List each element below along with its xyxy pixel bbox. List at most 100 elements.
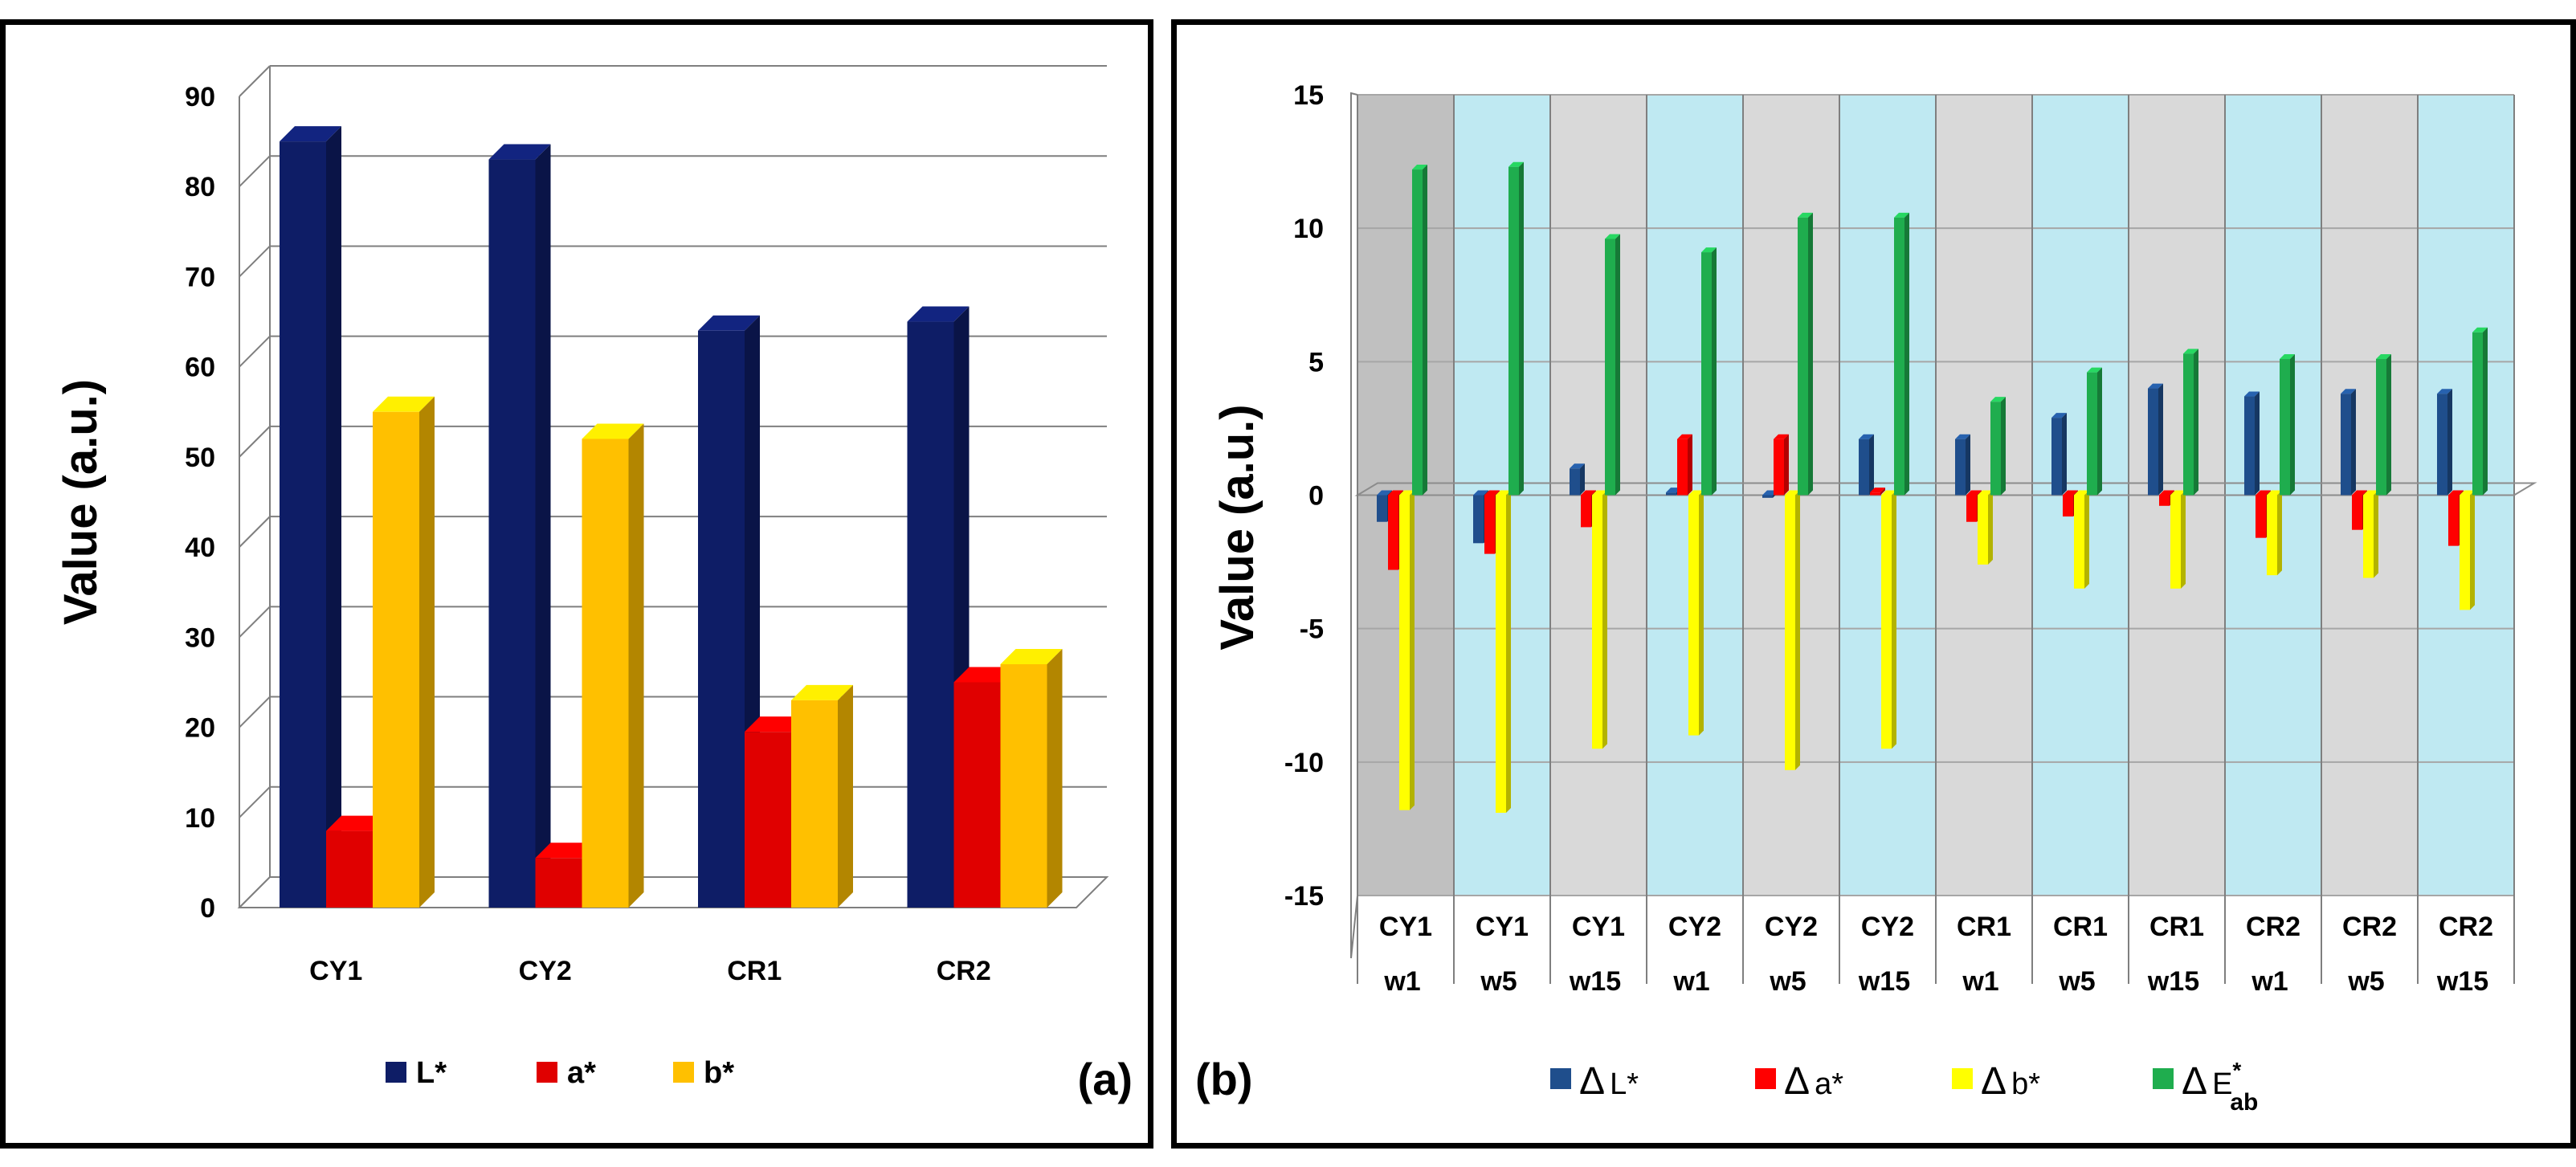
- bar-b-8-2-top: [2170, 490, 2186, 496]
- bar-b-1-1-top: [1484, 490, 1500, 496]
- bar-b-0-1-front: [1388, 495, 1398, 570]
- bar-b-11-2-side: [2470, 490, 2475, 610]
- bar-a-CY2-a*-front: [535, 858, 582, 908]
- bar-b-5-1-front: [1870, 492, 1880, 496]
- bar-b-7-2-top: [2074, 490, 2089, 496]
- bar-b-7-0-front: [2051, 418, 2062, 496]
- bar-b-4-2-side: [1795, 490, 1800, 770]
- bar-b-4-3-front: [1798, 217, 1808, 496]
- legend-swatch-a-b*: [673, 1062, 694, 1083]
- x-tick-top-b-3: CY2: [1668, 912, 1721, 942]
- x-tick-top-b-5: CY2: [1861, 912, 1914, 942]
- legend-swatch-a-a*: [537, 1062, 557, 1083]
- x-tick-bottom-b-5: w15: [1858, 966, 1910, 997]
- bar-b-5-2-top: [1881, 490, 1896, 496]
- bar-b-9-2-front: [2267, 495, 2277, 576]
- bar-b-7-0-top: [2051, 413, 2067, 418]
- legend-text-b-2: b*: [2011, 1067, 2040, 1101]
- legend-label-a-b*: b*: [704, 1056, 734, 1090]
- x-tick-top-b-9: CR2: [2246, 912, 2300, 942]
- bar-b-6-3-front: [1990, 402, 2001, 496]
- bar-b-2-0: [1570, 463, 1585, 496]
- bar-b-3-0-front: [1666, 492, 1676, 496]
- bar-b-7-3: [2087, 367, 2102, 496]
- bar-b-11-0-top: [2437, 389, 2452, 394]
- bar-a-CR2-L*-front: [907, 321, 954, 908]
- bar-b-8-3: [2183, 349, 2198, 496]
- panel-b-frame: [1171, 19, 2576, 1149]
- bar-b-3-3-top: [1701, 247, 1717, 253]
- x-tick-top-b-0: CY1: [1379, 912, 1432, 942]
- y-tick-label-a-30: 30: [185, 622, 215, 653]
- bar-b-8-3-top: [2183, 349, 2198, 354]
- bar-a-CR1-a*-top: [745, 716, 806, 732]
- bar-a-CY2-b*: [582, 423, 644, 908]
- bar-b-9-3-side: [2290, 354, 2295, 496]
- bar-b-2-3-top: [1605, 234, 1620, 239]
- bar-b-8-0-top: [2148, 383, 2163, 389]
- bar-b-10-0-top: [2341, 389, 2356, 394]
- bar-b-8-2-side: [2181, 490, 2186, 589]
- bar-b-2-3: [1605, 234, 1620, 496]
- bar-b-11-3-front: [2472, 332, 2483, 496]
- legend-label-a-a*: a*: [567, 1056, 596, 1090]
- bar-b-5-0-front: [1859, 439, 1869, 496]
- x-tick-top-b-10: CR2: [2342, 912, 2397, 942]
- bar-b-9-2-top: [2267, 490, 2282, 496]
- gridline-a-diag-80: [239, 155, 271, 187]
- gridline-a-diag-60: [239, 335, 271, 368]
- bar-b-3-2-top: [1688, 490, 1704, 496]
- x-tick-top-b-2: CY1: [1572, 912, 1625, 942]
- bar-b-6-1-top: [1966, 490, 1982, 496]
- bar-a-CY2-L*-front: [488, 159, 536, 908]
- bar-b-8-1-top: [2159, 490, 2174, 496]
- gridline-a-diag-20: [239, 696, 271, 728]
- y-tick-label-b-0: 0: [1308, 481, 1324, 512]
- bar-a-CY2-b*-top: [582, 423, 644, 439]
- bar-b-7-3-front: [2087, 372, 2097, 496]
- bar-b-7-2: [2074, 490, 2089, 589]
- bar-b-8-1-front: [2159, 495, 2170, 506]
- bar-b-0-2: [1399, 490, 1415, 810]
- legend-swatch-b-3: [2153, 1068, 2174, 1089]
- bar-b-9-0-front: [2244, 396, 2255, 496]
- bar-b-9-2: [2267, 490, 2282, 576]
- bar-b-0-0-front: [1377, 495, 1387, 522]
- y-tick-label-b--15: -15: [1284, 881, 1324, 912]
- bar-a-CY1-b*: [373, 396, 435, 908]
- y-tick-label-b--10: -10: [1284, 748, 1324, 778]
- gridline-a-diag-30: [239, 606, 271, 639]
- bar-a-CR1-b*-top: [791, 684, 853, 700]
- bar-b-4-0-front: [1762, 495, 1773, 498]
- bar-b-10-1-front: [2352, 495, 2362, 530]
- bar-b-4-2-top: [1785, 490, 1800, 496]
- bar-b-0-3-front: [1412, 169, 1423, 496]
- bar-b-10-2: [2363, 490, 2378, 578]
- bar-b-10-3-top: [2376, 354, 2391, 360]
- bar-b-9-3-top: [2280, 354, 2295, 360]
- bar-b-6-0-top: [1955, 434, 1970, 439]
- y-tick-label-a-90: 90: [185, 82, 215, 112]
- bar-b-4-3-side: [1808, 212, 1813, 496]
- x-tick-bottom-b-8: w15: [2147, 966, 2199, 997]
- bar-b-3-2: [1688, 490, 1704, 736]
- panel-a-frame: [0, 19, 1153, 1149]
- x-tick-top-b-7: CR1: [2053, 912, 2108, 942]
- bar-b-6-2-side: [1988, 490, 1993, 565]
- gridline-a-diag-70: [239, 245, 271, 278]
- bar-a-CY2-b*-front: [582, 439, 629, 908]
- bar-b-5-0-side: [1869, 434, 1874, 496]
- bar-b-4-1: [1774, 434, 1789, 496]
- bar-a-CR2-L*-top: [907, 306, 970, 322]
- bar-b-4-1-top: [1774, 434, 1789, 439]
- bar-b-8-2: [2170, 490, 2186, 589]
- bar-b-9-2-side: [2277, 490, 2282, 576]
- bar-b-10-2-side: [2374, 490, 2378, 578]
- bar-b-1-1-front: [1484, 495, 1495, 554]
- bar-b-7-1-top: [2063, 490, 2078, 496]
- bar-a-CY2-L*-top: [488, 144, 551, 160]
- bar-b-2-2-top: [1592, 490, 1607, 496]
- bar-b-10-0-front: [2341, 394, 2351, 496]
- bar-b-2-2-front: [1592, 495, 1602, 749]
- gridline-a-diag-50: [239, 426, 271, 458]
